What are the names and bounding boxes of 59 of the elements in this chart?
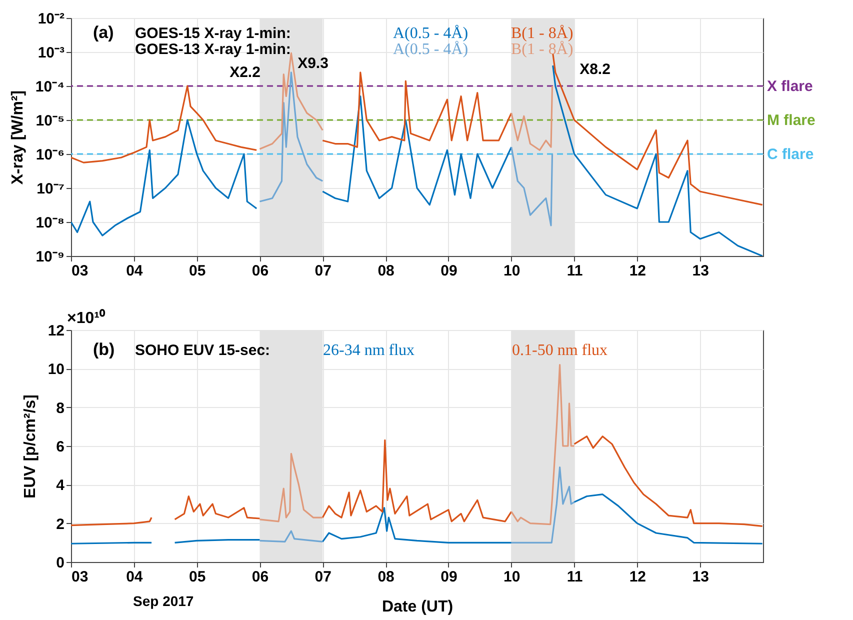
ref-line-label: M flare <box>767 112 816 129</box>
annotation: GOES-13 X-ray 1-min: <box>135 41 291 58</box>
x-tick-label: 11 <box>566 262 583 280</box>
x-tick-label: 09 <box>440 568 458 586</box>
y-axis-title: X-ray [W/m²] <box>9 90 26 185</box>
annotation: (b) <box>93 340 115 359</box>
x-tick-label: 06 <box>252 262 269 280</box>
y-tick-label: 0 <box>56 554 64 572</box>
annotation: X9.3 <box>298 55 328 72</box>
y-tick-label: 10 <box>48 361 64 378</box>
x-tick-label: 07 <box>314 568 332 586</box>
text: B(1 - 8Å) <box>511 40 574 58</box>
y-tick-label: 8 <box>56 400 64 417</box>
text: 0.1-50 nm flux <box>512 342 608 359</box>
annotation: GOES-15 X-ray 1-min: <box>135 25 291 42</box>
text: 26-34 nm flux <box>323 342 415 359</box>
x-tick-label: 05 <box>188 568 206 586</box>
y-tick-label: 10⁻⁹ <box>36 248 64 266</box>
x-tick-label: 03 <box>72 262 88 280</box>
y-tick-label: 2 <box>56 516 64 533</box>
series-label: B(1 - 8Å) <box>511 24 574 42</box>
y-tick-label: 12 <box>48 322 64 340</box>
x-tick-label: 12 <box>629 568 646 586</box>
x-tick-label: 11 <box>566 568 583 586</box>
x-tick-label: 04 <box>126 262 144 280</box>
x-tick-label: 13 <box>692 568 709 586</box>
x-tick-label: 10 <box>504 568 520 586</box>
ref-line-label: X flare <box>767 78 813 95</box>
x-tick-label: 03 <box>72 568 88 586</box>
x-tick-label: 08 <box>378 568 394 586</box>
ref-line-label: C flare <box>767 146 814 163</box>
x-tick-label: 08 <box>378 262 394 280</box>
annotation: SOHO EUV 15-sec: <box>135 342 270 359</box>
x-axis-title: Date (UT) <box>382 598 454 616</box>
annotation: X8.2 <box>580 61 610 78</box>
y-tick-label: 10⁻⁵ <box>36 112 64 130</box>
x-tick-label: 09 <box>440 262 458 280</box>
y-tick-label: 10⁻⁷ <box>36 180 64 198</box>
y-tick-label: 10⁻⁸ <box>36 214 64 232</box>
x-tick-label: 07 <box>314 262 332 280</box>
x-tick-label: 12 <box>629 262 646 280</box>
y-tick-label: 10⁻² <box>38 10 64 28</box>
y-tick-label: 10⁻⁶ <box>36 146 64 164</box>
text: A(0.5 - 4Å) <box>393 24 468 42</box>
y-tick-label: 6 <box>56 438 64 456</box>
y-axis-title: EUV [p/cm²/s] <box>22 394 39 499</box>
annotation: (a) <box>93 23 114 42</box>
y-tick-label: 10⁻³ <box>38 44 64 62</box>
x-tick-label: 06 <box>252 568 269 586</box>
text: A(0.5 - 4Å) <box>393 40 468 58</box>
x-tick-label: 10 <box>504 262 520 280</box>
annotation: X2.2 <box>230 64 260 81</box>
x-tick-label: 04 <box>126 568 144 586</box>
y-tick-label: 10⁻⁴ <box>35 78 64 96</box>
x-tick-label: 13 <box>692 262 709 280</box>
text: ×10¹⁰ <box>67 309 106 327</box>
x-tick-label: 05 <box>188 262 206 280</box>
y-tick-label: 4 <box>56 477 66 494</box>
text: Sep 2017 <box>133 593 194 609</box>
